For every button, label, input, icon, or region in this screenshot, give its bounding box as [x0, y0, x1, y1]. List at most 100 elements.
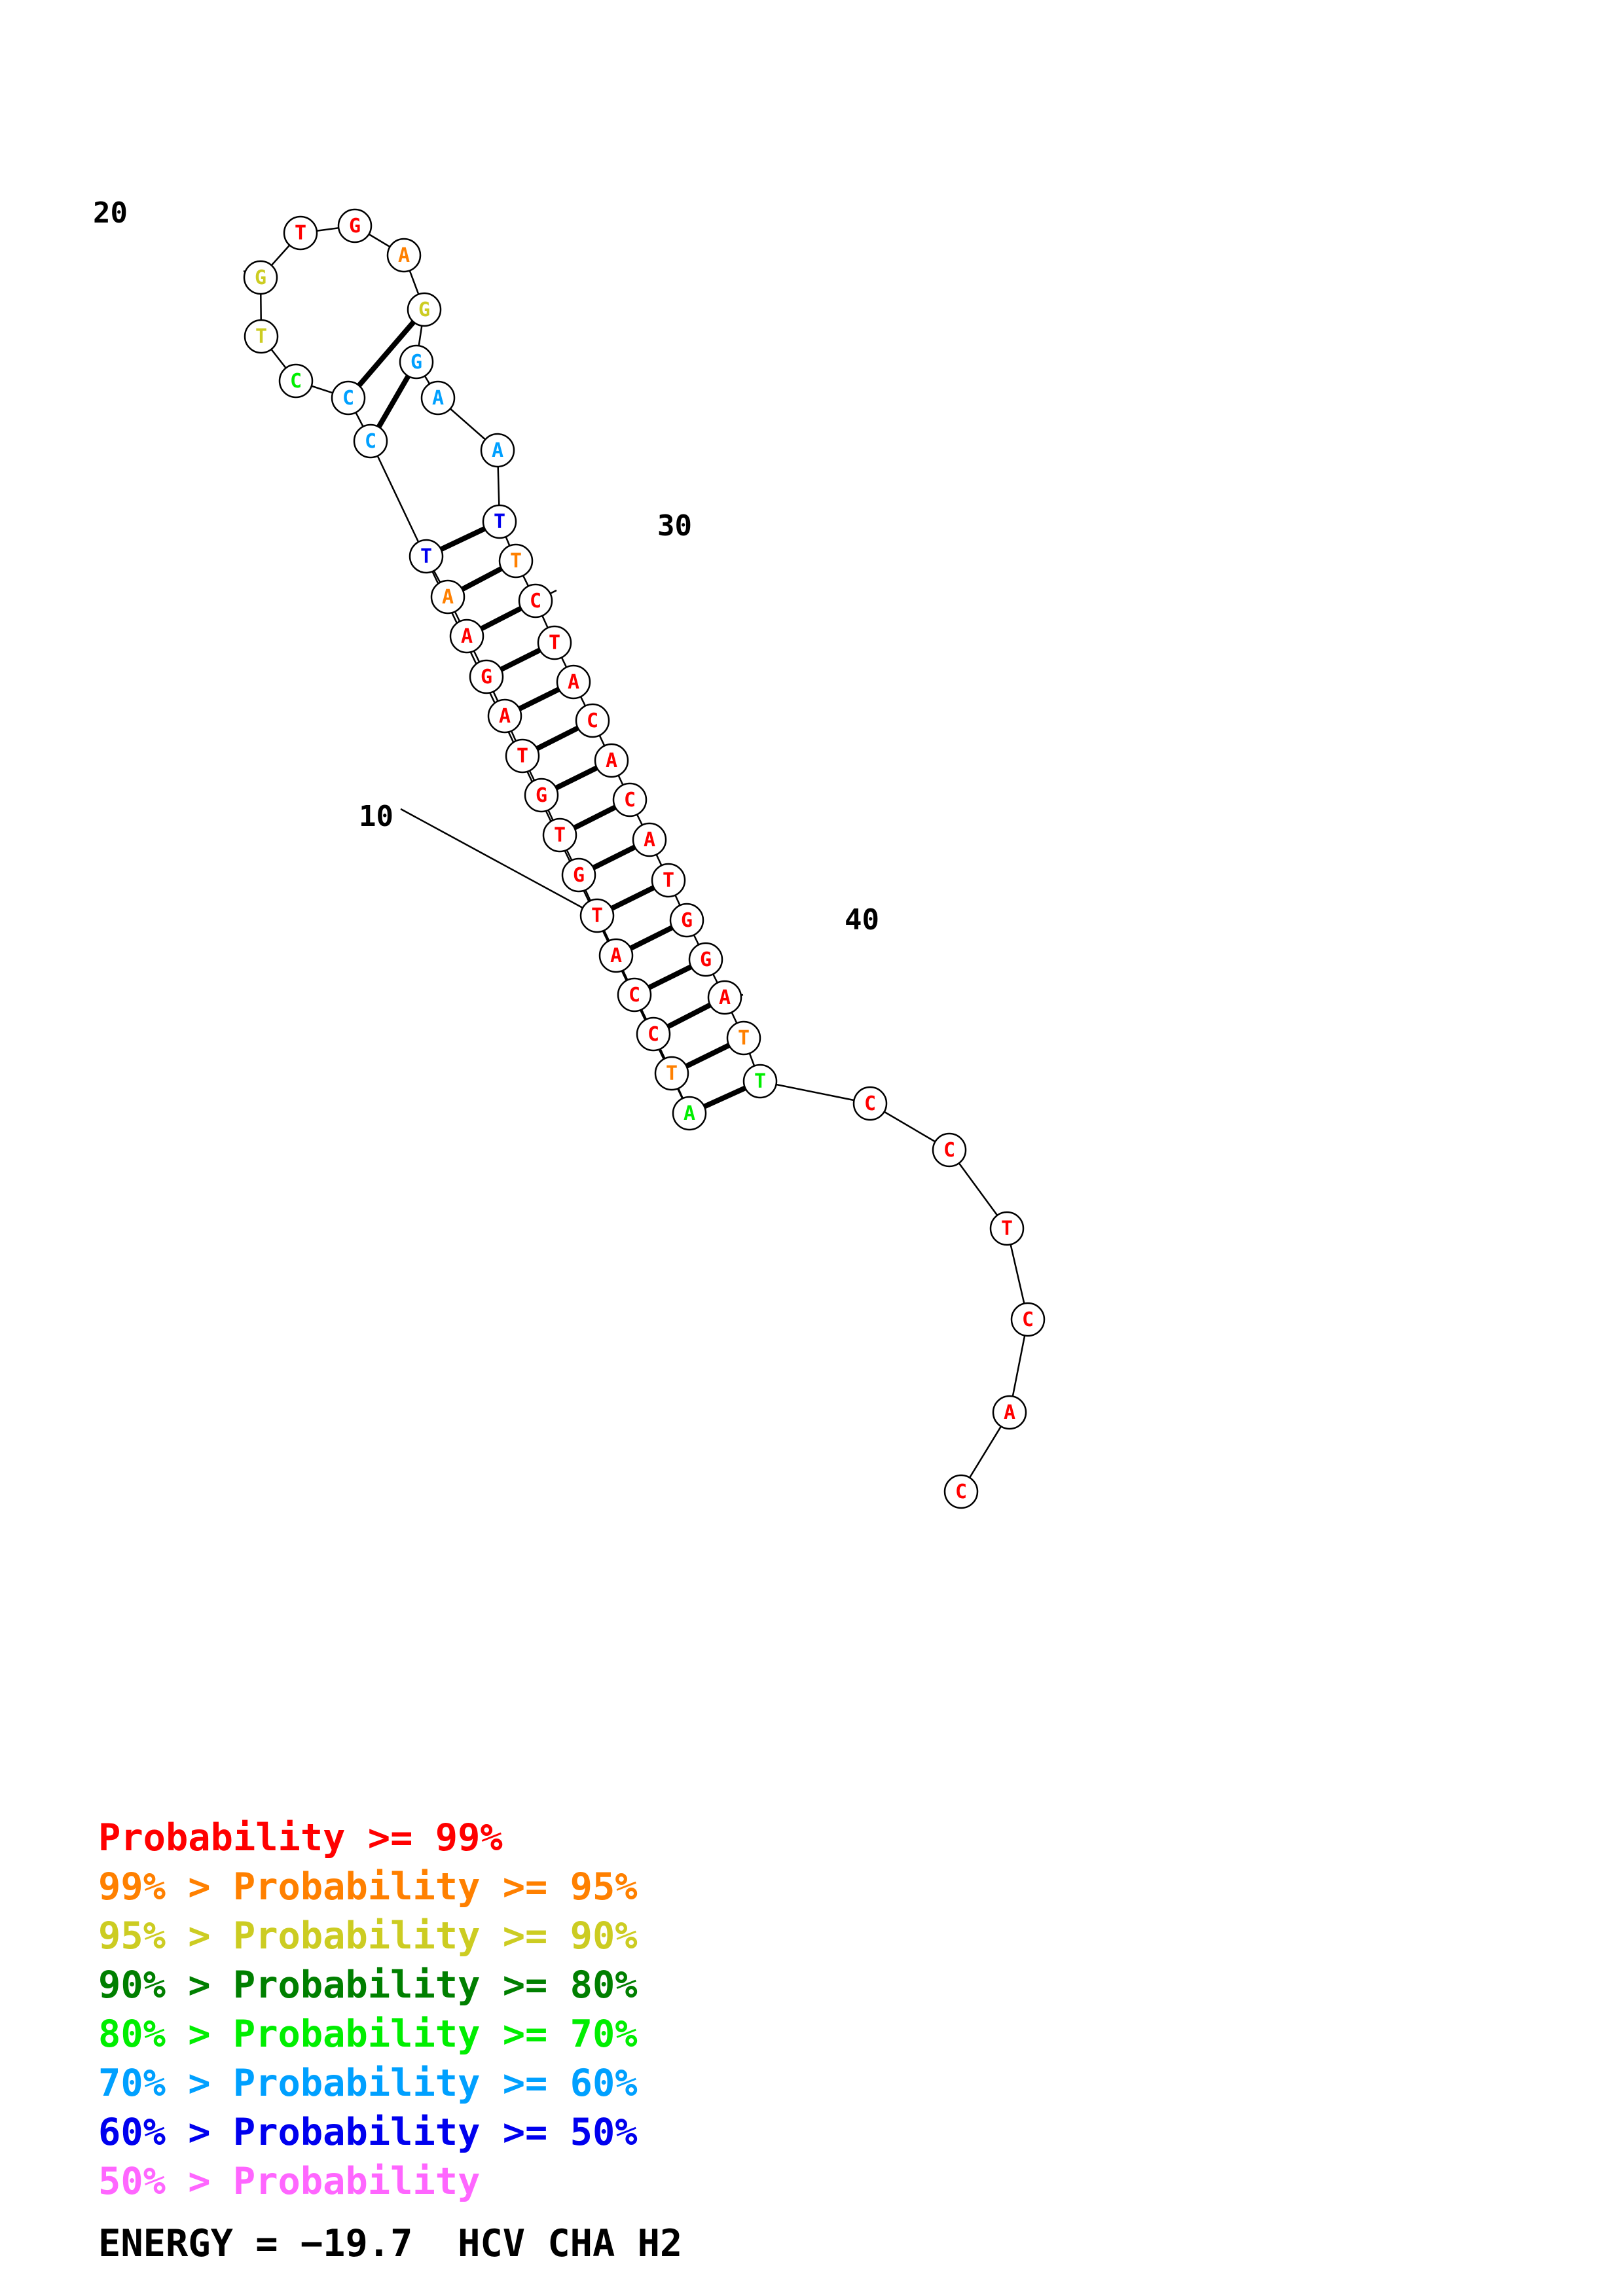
position-number-markers: 10 20 30 40 [93, 196, 879, 999]
nucleotide-letter: C [629, 984, 640, 1007]
nucleotide-circle [575, 703, 610, 738]
nucleotide-letter: T [517, 745, 528, 768]
legend-line-6: 70% > Probability >= 60% [98, 2065, 638, 2102]
nucleotide-circle [726, 1020, 761, 1056]
position-number: 20 [93, 196, 128, 230]
legend-text: Probability >= 80% [232, 1964, 638, 2007]
nucleotide-letter: T [663, 869, 674, 892]
nucleotide: T [283, 215, 318, 251]
nucleotide-circle [598, 938, 634, 973]
nucleotide-letter: C [530, 590, 541, 613]
nucleotide: C [575, 703, 610, 738]
nucleotide-letter: C [647, 1023, 659, 1046]
nucleotide-circle [672, 1096, 707, 1131]
nucleotide-letter: T [738, 1027, 750, 1050]
nucleotide-letter: G [573, 864, 585, 887]
nucleotide-circle [430, 579, 465, 615]
legend-line-1: Probability >= 99% [98, 1820, 503, 1857]
legend-text: Probability >= 99% [98, 1816, 503, 1859]
nucleotide-letter: A [499, 705, 511, 728]
nucleotide-letter: C [864, 1092, 876, 1115]
nucleotide-circle [537, 625, 572, 660]
nucleotide: A [480, 433, 515, 468]
nucleotide-circle [632, 822, 667, 857]
nucleotide-letter: T [554, 824, 566, 847]
nucleotide: C [331, 380, 366, 416]
nucleotide: A [386, 238, 422, 273]
nucleotide: C [278, 363, 314, 399]
nucleotide-circle [669, 903, 704, 938]
nucleotide-letter: A [492, 439, 503, 462]
legend-prefix: 99% > [98, 1865, 233, 1909]
nucleotide-letter: A [1004, 1401, 1015, 1424]
nucleotide: C [636, 1016, 671, 1052]
nucleotide-circle [992, 1395, 1027, 1430]
legend-text: Probability [232, 2160, 481, 2203]
nucleotide-circle [989, 1211, 1025, 1246]
legend-prefix: 50% > [98, 2160, 233, 2203]
nucleotide-letter: C [955, 1480, 967, 1503]
nucleotide-circle [353, 423, 388, 459]
nucleotide-letter: A [398, 244, 410, 267]
nucleotide-circle [498, 543, 534, 579]
nucleotide-circle [651, 863, 686, 898]
nucleotide-circle [561, 857, 596, 893]
nucleotide: C [852, 1086, 888, 1121]
nucleotide: T [654, 1056, 689, 1091]
nucleotide-circle [480, 433, 515, 468]
nucleotide-circle [932, 1132, 967, 1168]
nucleotide: A [420, 380, 456, 416]
nucleotide: G [243, 260, 278, 295]
legend-line-8: 50% > Probability [98, 2163, 480, 2200]
nucleotide: A [598, 938, 634, 973]
base-pair-bond [346, 308, 427, 400]
nucleotide: T [542, 817, 577, 853]
nucleotide-letter: A [442, 586, 454, 609]
nucleotide-circle [579, 898, 615, 933]
nucleotide-circle [505, 738, 540, 774]
nucleotide-letter: G [681, 909, 693, 932]
nucleotide-letter: A [606, 749, 617, 772]
nucleotide: G [469, 659, 504, 694]
nucleotide-letter: C [587, 709, 598, 732]
nucleotide-letter: A [461, 625, 473, 648]
position-number: 30 [657, 509, 692, 543]
nucleotide-circle [612, 782, 647, 817]
energy-label: ENERGY = −19.7 HCV CHA H2 [98, 2222, 683, 2265]
nucleotide: T [726, 1020, 761, 1056]
legend-text: Probability >= 95% [232, 1865, 638, 1909]
nucleotide: T [244, 319, 279, 354]
backbone-segment [759, 1080, 871, 1105]
nucleotide-circle [331, 380, 366, 416]
position-marker-line [400, 808, 598, 917]
nucleotide: A [632, 822, 667, 857]
nucleotide-letter: A [684, 1102, 695, 1125]
nucleotide-letter: C [290, 370, 302, 393]
legend-text: Probability >= 90% [232, 1914, 638, 1958]
nucleotide-circle [518, 583, 553, 619]
nucleotide: G [337, 208, 373, 243]
legend-prefix: 70% > [98, 2062, 233, 2105]
nucleotide-letter: C [943, 1139, 955, 1162]
nucleotide: T [579, 898, 615, 933]
nucleotide-letter: A [644, 829, 655, 852]
nucleotide-circle [482, 504, 517, 539]
nucleotide: A [449, 619, 484, 654]
nucleotide-letter: C [1022, 1308, 1034, 1331]
nucleotide: A [556, 664, 591, 700]
nucleotide: C [353, 423, 388, 459]
nucleotide: G [669, 903, 704, 938]
nucleotide: A [594, 743, 629, 778]
nucleotide-circle [283, 215, 318, 251]
nucleotide-letter: G [536, 784, 547, 807]
legend-line-5: 80% > Probability >= 70% [98, 2016, 638, 2053]
nucleotide-circle [707, 980, 742, 1015]
nucleotide-circle [407, 292, 442, 327]
legend-text: Probability >= 70% [232, 2013, 638, 2056]
nucleotide-circle [243, 260, 278, 295]
nucleotide-letter: G [418, 298, 430, 321]
nucleotide-letter: T [666, 1062, 678, 1085]
legend-prefix: 80% > [98, 2013, 233, 2056]
nucleotide-circle [420, 380, 456, 416]
